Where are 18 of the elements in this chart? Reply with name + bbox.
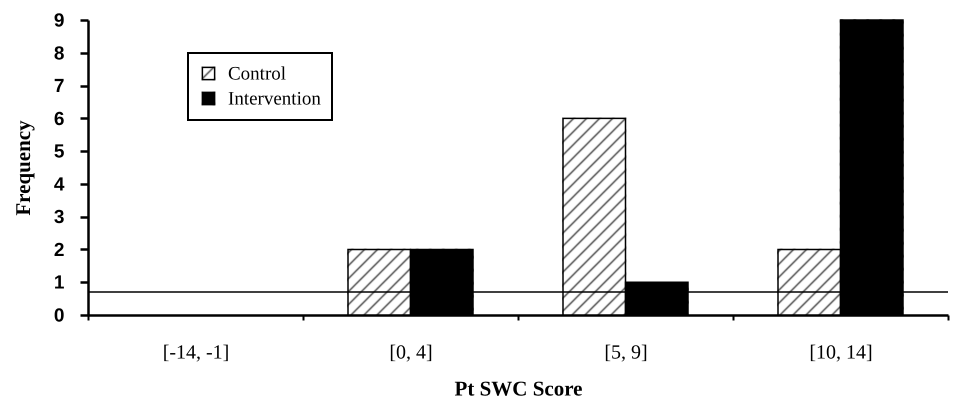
y-tick-label: 3 <box>54 207 64 228</box>
y-tick-label: 5 <box>54 142 65 163</box>
y-tick-label: 6 <box>54 108 64 130</box>
x-tick-label: [0, 4] <box>389 342 433 364</box>
y-tick-label: 8 <box>54 43 64 64</box>
y-axis-title: Frequency <box>10 120 35 216</box>
x-tick-label: [-14, -1] <box>162 342 230 364</box>
x-tick-label: [5, 9] <box>604 342 648 364</box>
y-tick-label: 7 <box>54 76 64 98</box>
y-tick-label: 9 <box>54 10 64 32</box>
y-tick-label: 0 <box>54 306 64 326</box>
y-tick-label: 2 <box>54 240 64 261</box>
x-axis-title: Pt SWC Score <box>454 376 582 400</box>
y-tick-label: 1 <box>54 272 65 294</box>
x-tick-label: [10, 14] <box>809 342 873 364</box>
legend-label: Intervention <box>228 88 322 110</box>
y-tick-label: 4 <box>54 174 65 196</box>
legend-label: Control <box>228 64 286 84</box>
